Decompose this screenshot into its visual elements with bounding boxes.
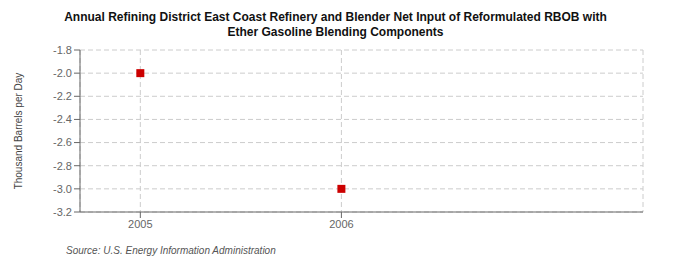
svg-text:2005: 2005 <box>128 218 152 230</box>
svg-text:-2.8: -2.8 <box>53 160 72 172</box>
html-text:Ether Gasoline Blending Compon: Ether Gasoline Blending Components <box>227 25 444 39</box>
svg-text:-2.0: -2.0 <box>53 67 72 79</box>
html-text:Annual Refining District East: Annual Refining District East Coast Refi… <box>64 10 607 24</box>
svg-text:-3.0: -3.0 <box>53 183 72 195</box>
svg-text:-2.4: -2.4 <box>53 113 72 125</box>
html-text:Source: U.S. Energy Informatio: Source: U.S. Energy Information Administ… <box>66 245 276 256</box>
svg-text:-2.2: -2.2 <box>53 90 72 102</box>
svg-text:-2.6: -2.6 <box>53 136 72 148</box>
svg-text:2006: 2006 <box>329 218 353 230</box>
svg-text:Thousand Barrels per Day: Thousand Barrels per Day <box>13 73 24 190</box>
svg-text:-3.2: -3.2 <box>53 206 72 218</box>
svg-text:-1.8: -1.8 <box>53 44 72 56</box>
